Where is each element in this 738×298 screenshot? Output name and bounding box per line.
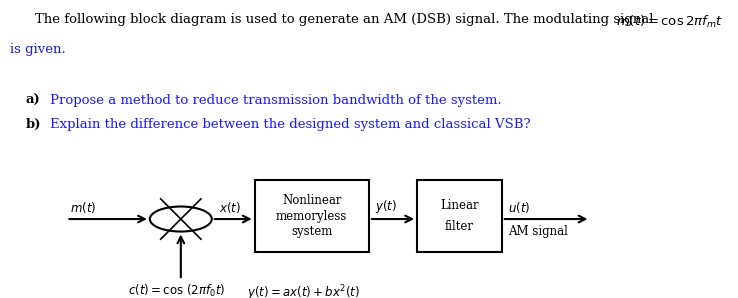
Text: b): b) (26, 118, 41, 131)
Text: a): a) (26, 94, 41, 107)
Text: AM signal: AM signal (508, 225, 568, 238)
Text: $m(t)$: $m(t)$ (70, 200, 97, 215)
Bar (417, 180, 502, 252)
Text: Linear: Linear (440, 199, 479, 212)
Text: $c(t) = \cos\,(2\pi f_0 t)$: $c(t) = \cos\,(2\pi f_0 t)$ (128, 283, 226, 298)
Text: Explain the difference between the designed system and classical VSB?: Explain the difference between the desig… (50, 118, 531, 131)
Text: $x(t)$: $x(t)$ (219, 200, 241, 215)
Text: memoryless: memoryless (276, 209, 348, 223)
Bar (255, 180, 369, 252)
Text: $m(t) = \cos 2\pi f_m t$: $m(t) = \cos 2\pi f_m t$ (616, 13, 723, 30)
Text: Propose a method to reduce transmission bandwidth of the system.: Propose a method to reduce transmission … (50, 94, 502, 107)
Text: Nonlinear: Nonlinear (282, 194, 342, 207)
Text: system: system (291, 225, 333, 238)
Text: filter: filter (445, 220, 474, 233)
Text: The following block diagram is used to generate an AM (DSB) signal. The modulati: The following block diagram is used to g… (35, 13, 658, 27)
Text: $y(t) = ax(t) + bx^2(t)$: $y(t) = ax(t) + bx^2(t)$ (247, 283, 360, 298)
Text: $y(t)$: $y(t)$ (375, 198, 397, 215)
Text: is given.: is given. (10, 43, 66, 56)
Text: $u(t)$: $u(t)$ (508, 200, 530, 215)
